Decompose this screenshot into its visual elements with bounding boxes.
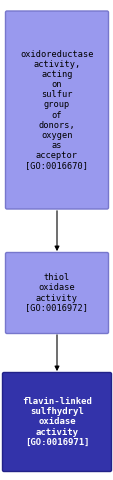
- FancyBboxPatch shape: [2, 372, 111, 471]
- FancyBboxPatch shape: [5, 252, 108, 334]
- FancyBboxPatch shape: [5, 11, 108, 209]
- Text: thiol
oxidase
activity
[GO:0016972]: thiol oxidase activity [GO:0016972]: [25, 274, 88, 312]
- Text: oxidoreductase
activity,
acting
on
sulfur
group
of
donors,
oxygen
as
acceptor
[G: oxidoreductase activity, acting on sulfu…: [20, 50, 93, 170]
- Text: flavin-linked
sulfhydryl
oxidase
activity
[GO:0016971]: flavin-linked sulfhydryl oxidase activit…: [22, 397, 91, 446]
